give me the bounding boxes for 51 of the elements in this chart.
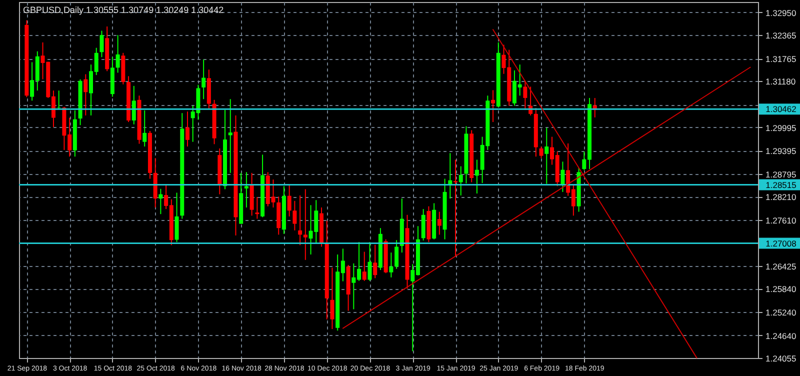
y-tick-label: 1.29995 — [766, 122, 796, 133]
candlestick — [421, 208, 426, 241]
candlestick — [116, 34, 120, 74]
candlestick — [389, 252, 394, 278]
candlestick — [539, 146, 544, 159]
y-tick-label: 1.26425 — [766, 261, 796, 272]
candlestick — [474, 159, 479, 194]
candlestick — [458, 166, 463, 196]
y-tick-label: 1.24055 — [766, 354, 796, 364]
candlestick — [132, 85, 136, 125]
candlestick — [174, 192, 179, 243]
ref-line-label: 1.30462 — [766, 104, 797, 114]
candlestick — [84, 74, 88, 116]
y-tick-label: 1.27610 — [766, 215, 796, 226]
candlestick — [255, 196, 260, 220]
candlestick — [437, 211, 442, 236]
candlestick — [491, 90, 496, 123]
candlestick — [100, 30, 104, 58]
candlestick — [202, 58, 206, 100]
candlestick — [373, 244, 378, 279]
candlestick — [560, 161, 565, 192]
candlestick — [544, 127, 549, 184]
candlestick — [368, 242, 372, 282]
candlestick — [228, 98, 232, 174]
ref-line-label: 1.28515 — [766, 180, 797, 190]
y-tick-label: 1.32950 — [766, 8, 796, 18]
candlestick — [158, 188, 163, 215]
candlestick — [244, 172, 248, 208]
y-tick-label: 1.31765 — [766, 54, 796, 64]
chart-title: GBPUSD,Daily 1.30555 1.30749 1.30249 1.30442 — [23, 5, 224, 15]
ref-line-label: 1.27008 — [766, 238, 797, 248]
y-tick-label: 1.28795 — [766, 169, 796, 180]
candlestick — [303, 188, 308, 260]
candlestick — [287, 184, 292, 217]
candlestick — [394, 240, 399, 270]
y-tick-label: 1.28210 — [766, 192, 796, 202]
candlestick — [362, 251, 366, 282]
candlestick — [523, 80, 528, 110]
candlestick — [292, 200, 297, 231]
candlestick — [298, 194, 302, 246]
candlestick — [185, 111, 190, 147]
y-tick-label: 1.31180 — [766, 76, 796, 87]
y-tick-label: 1.24640 — [766, 330, 796, 341]
candlestick — [142, 110, 147, 147]
y-tick-label: 1.32365 — [766, 30, 796, 41]
candlestick — [56, 90, 61, 110]
candlestick — [582, 151, 586, 171]
y-tick-label: 1.29395 — [766, 146, 796, 156]
y-tick-label: 1.25240 — [766, 307, 796, 318]
y-tick-label: 1.25840 — [766, 284, 796, 294]
candlestick — [330, 267, 334, 330]
